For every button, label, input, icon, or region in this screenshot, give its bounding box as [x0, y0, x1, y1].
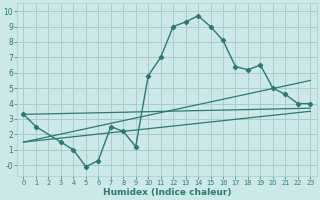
X-axis label: Humidex (Indice chaleur): Humidex (Indice chaleur)	[103, 188, 231, 197]
